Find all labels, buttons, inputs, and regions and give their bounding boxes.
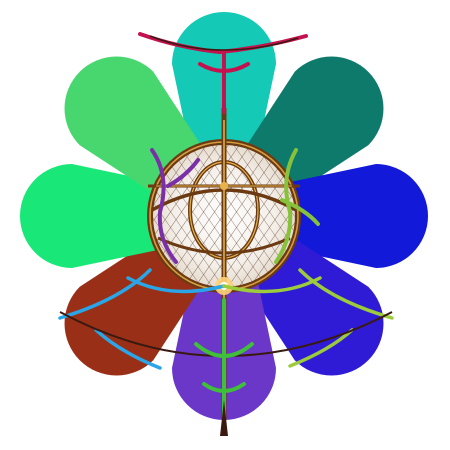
sigil-bottom-spike: [220, 400, 228, 436]
sigil-left-branch: [150, 148, 200, 264]
sigil-center-node: [220, 182, 228, 190]
sigil: [58, 32, 394, 436]
sigil-lower-left-branch: [58, 268, 226, 370]
sigil-top-branch-dark: [149, 35, 299, 51]
sigil-lower-right-branch: [222, 268, 394, 368]
sigil-right-branch: [274, 148, 320, 264]
